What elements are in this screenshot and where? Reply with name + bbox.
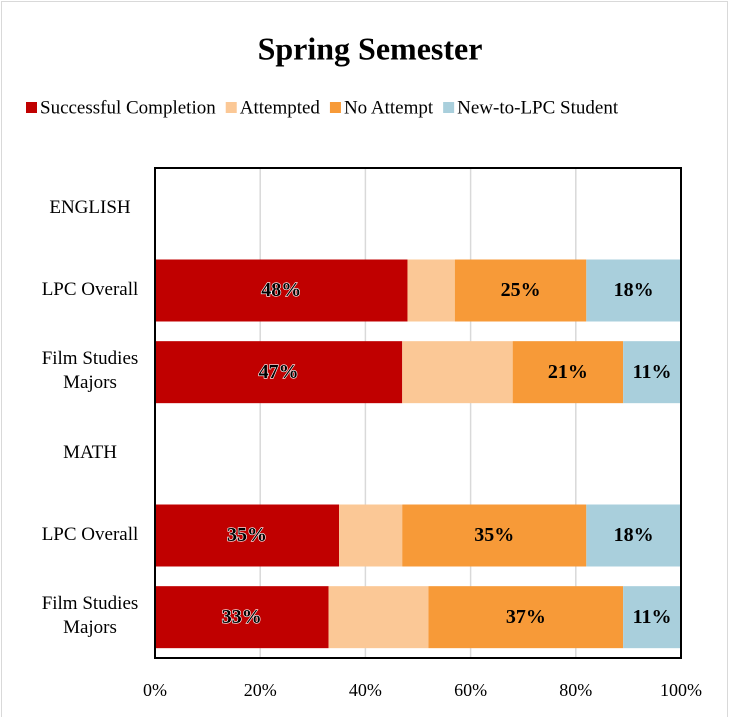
bar-segment: [155, 341, 403, 404]
bar-segment: [512, 341, 624, 404]
x-tick-label: 0%: [143, 680, 167, 700]
bar-segment: [155, 586, 329, 649]
bar-segment: [328, 586, 429, 649]
x-tick-label: 80%: [559, 680, 592, 700]
y-tick-label: MATH: [63, 442, 117, 463]
data-label: 37%: [506, 606, 546, 628]
legend-label: Successful Completion: [40, 97, 216, 118]
legend-label: No Attempt: [344, 97, 434, 118]
legend-swatch: [225, 102, 237, 113]
legend-label: Attempted: [240, 97, 321, 118]
data-label: 11%: [633, 361, 672, 383]
y-tick-label: ENGLISH: [49, 197, 131, 218]
legend-label: New-to-LPC Student: [457, 97, 619, 118]
y-tick-label: LPC Overall: [42, 524, 139, 545]
legend-swatch: [329, 102, 341, 113]
data-label: 18%: [614, 279, 654, 301]
legend-swatch: [26, 102, 37, 113]
bar-segment: [586, 259, 681, 322]
bar-segment: [407, 259, 455, 322]
bar-segment: [402, 504, 587, 567]
bar-segment: [454, 259, 587, 322]
bar-segment: [428, 586, 624, 649]
bar-segment: [623, 586, 681, 649]
chart-title: Spring Semester: [258, 30, 483, 66]
x-tick-label: 20%: [244, 680, 277, 700]
data-label: 35%: [474, 524, 514, 546]
x-tick-label: 60%: [454, 680, 487, 700]
y-tick-label: Film Studies Majors: [42, 594, 139, 639]
data-label: 18%: [614, 524, 654, 546]
y-tick-label: Film Studies Majors: [42, 349, 139, 394]
bar-segment: [586, 504, 681, 567]
y-tick-label: LPC Overall: [42, 279, 139, 300]
plot-border: [154, 167, 682, 659]
bar-segment: [155, 504, 340, 567]
data-label: 47%: [259, 361, 299, 383]
x-tick-label: 100%: [660, 680, 702, 700]
data-label: 33%: [222, 606, 262, 628]
chart-border: [1, 1, 728, 717]
bar-segment: [339, 504, 403, 567]
data-label: 35%: [227, 524, 267, 546]
data-label: 21%: [548, 361, 588, 383]
legend-swatch: [443, 102, 455, 113]
data-label: 48%: [261, 279, 301, 301]
x-tick-label: 40%: [349, 680, 382, 700]
data-label: 11%: [633, 606, 672, 628]
bar-segment: [155, 259, 408, 322]
bar-segment: [402, 341, 513, 404]
data-label: 25%: [501, 279, 541, 301]
bar-segment: [623, 341, 681, 404]
